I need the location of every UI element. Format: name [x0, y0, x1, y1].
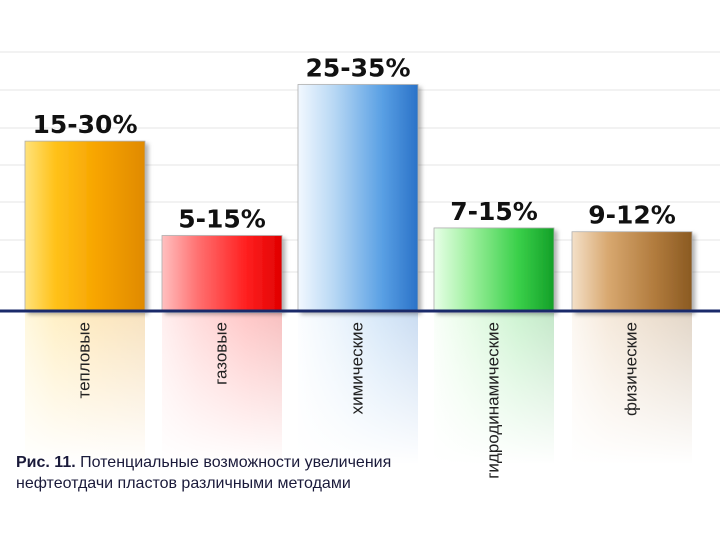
figure-caption: Рис. 11. Потенциальные возможности увели… — [16, 452, 396, 494]
reflection-fade-1 — [24, 313, 146, 465]
bars — [24, 84, 693, 312]
bar-1 — [24, 140, 146, 312]
category-label: физические — [621, 322, 640, 416]
bar-value-label: 25-35% — [305, 54, 410, 83]
bar-2 — [161, 235, 283, 312]
category-label: химические — [347, 322, 366, 414]
reflection-fade-2 — [161, 313, 283, 465]
bar-value-label: 9-12% — [588, 201, 676, 230]
bar-4 — [433, 227, 555, 312]
bar-3 — [297, 84, 419, 312]
category-label: тепловые — [74, 322, 93, 399]
reflection-fade-5 — [571, 313, 693, 465]
caption-text: Потенциальные возможности увеличения неф… — [16, 454, 392, 492]
category-label: газовые — [211, 322, 230, 385]
bar-5 — [571, 231, 693, 312]
caption-label: Рис. 11. — [16, 454, 76, 471]
bar-labels: 15-30% 5-15% 25-35% 7-15% 9-12% — [32, 54, 675, 234]
reflection-fade-3 — [297, 313, 419, 465]
category-label: гидродинамические — [483, 322, 502, 479]
bar-reflections — [24, 313, 693, 465]
reflection-fade-4 — [433, 313, 555, 465]
bar-value-label: 7-15% — [450, 197, 538, 226]
bar-value-label: 5-15% — [178, 205, 266, 234]
category-labels: тепловые газовые химические гидродинамическ… — [74, 322, 640, 479]
bar-value-label: 15-30% — [32, 110, 137, 139]
